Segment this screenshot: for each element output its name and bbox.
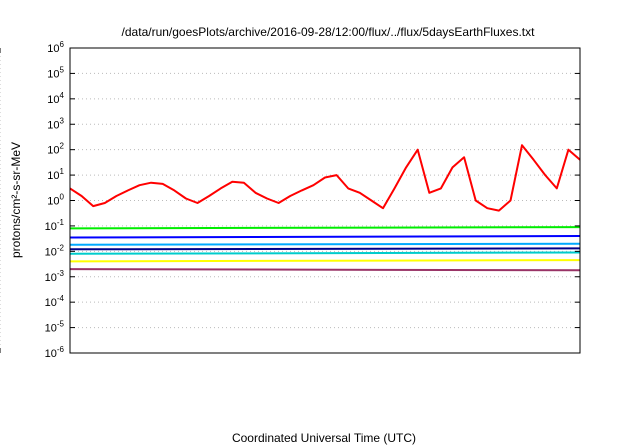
series-line bbox=[69, 144, 581, 212]
chart-title: /data/run/goesPlots/archive/2016-09-28/1… bbox=[122, 25, 536, 39]
y-tick-exponent: -4 bbox=[57, 294, 65, 303]
y-tick-label: 105 bbox=[47, 65, 64, 80]
y-tick-label: 103 bbox=[47, 116, 64, 131]
y-tick-exponent: -2 bbox=[57, 243, 65, 252]
x-axis-label: Coordinated Universal Time (UTC) bbox=[232, 431, 416, 445]
series-line bbox=[69, 226, 581, 230]
y-tick-label: 10-4 bbox=[45, 294, 65, 309]
y-tick-exponent: 6 bbox=[60, 40, 65, 49]
y-tick-label: 104 bbox=[47, 91, 64, 106]
series-line bbox=[69, 235, 581, 239]
y-tick-label: 10-6 bbox=[45, 345, 65, 360]
y-tick-exponent: 0 bbox=[60, 193, 65, 202]
y-tick-label: 101 bbox=[47, 167, 64, 182]
y-tick-label: 102 bbox=[47, 142, 64, 157]
y-tick-exponent: 5 bbox=[60, 65, 65, 74]
y-axis: 10-610-510-410-310-210-11001011021031041… bbox=[45, 40, 580, 360]
y-tick-exponent: -1 bbox=[57, 218, 65, 227]
y-tick-exponent: -6 bbox=[57, 345, 65, 354]
y-tick-exponent: 1 bbox=[60, 167, 65, 176]
series-line bbox=[69, 251, 581, 255]
y-tick-exponent: -3 bbox=[57, 269, 65, 278]
series-group bbox=[69, 144, 581, 272]
y-tick-exponent: 3 bbox=[60, 116, 65, 125]
y-tick-exponent: -5 bbox=[57, 320, 65, 329]
y-tick-label: 100 bbox=[47, 193, 64, 208]
y-tick-exponent: 2 bbox=[60, 142, 65, 151]
y-axis-label: protons/cm²-s-sr-MeV bbox=[9, 142, 23, 258]
y-tick-label: 10-2 bbox=[45, 243, 65, 258]
y-tick-label: 10-5 bbox=[45, 320, 65, 335]
series-line bbox=[69, 242, 581, 246]
grid bbox=[0, 48, 580, 353]
series-line bbox=[69, 247, 581, 251]
y-tick-label: 10-1 bbox=[45, 218, 65, 233]
y-tick-label: 10-3 bbox=[45, 269, 65, 284]
y-tick-exponent: 4 bbox=[60, 91, 65, 100]
y-tick-label: 106 bbox=[47, 40, 64, 55]
series-line bbox=[69, 268, 581, 272]
series-line bbox=[69, 259, 581, 263]
